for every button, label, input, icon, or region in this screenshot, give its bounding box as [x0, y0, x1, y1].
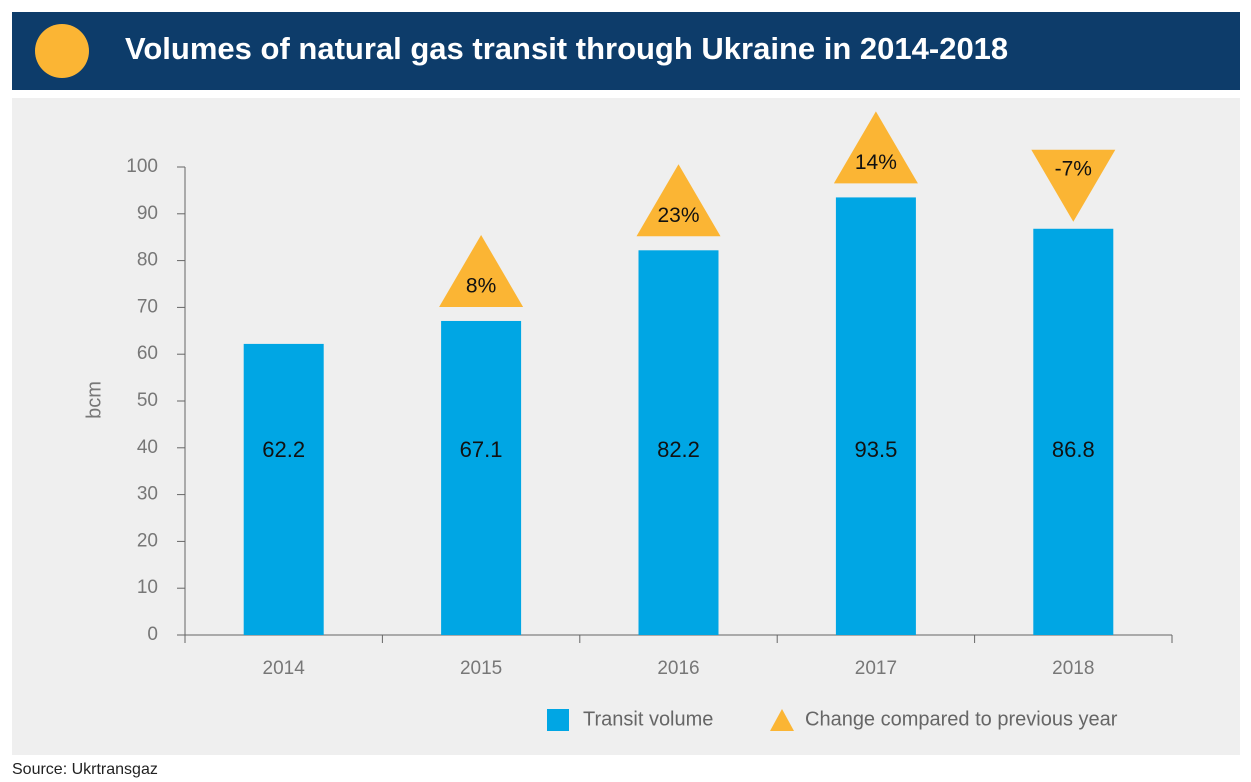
legend-swatch: [547, 709, 569, 731]
bar: [835, 197, 916, 636]
y-tick-label: 80: [137, 250, 158, 271]
bar: [1033, 228, 1114, 635]
legend-swatch: [770, 709, 794, 731]
y-axis-label: bcm: [83, 381, 105, 419]
bar-value-label: 86.8: [1052, 437, 1095, 462]
x-tick-label: 2017: [855, 658, 897, 679]
source: Source: Ukrtransgaz: [12, 761, 158, 778]
change-label: 8%: [466, 275, 496, 298]
change-marker: [1031, 149, 1116, 222]
header-icon: [35, 24, 89, 78]
y-tick-label: 50: [137, 390, 158, 411]
change-marker: [439, 234, 524, 307]
x-tick-label: 2015: [460, 658, 502, 679]
bar-value-label: 82.2: [657, 437, 700, 462]
y-tick-label: 0: [147, 624, 158, 645]
legend-label: Transit volume: [583, 708, 713, 730]
change-label: 14%: [855, 151, 897, 174]
y-tick-label: 70: [137, 296, 158, 317]
bar-value-label: 67.1: [460, 437, 503, 462]
y-tick-label: 40: [137, 437, 158, 458]
bar-value-label: 93.5: [854, 437, 897, 462]
y-tick-label: 60: [137, 343, 158, 364]
x-tick-label: 2018: [1052, 658, 1094, 679]
y-tick-label: 20: [137, 530, 158, 551]
bar: [441, 320, 522, 635]
change-marker: [636, 164, 721, 237]
change-marker: [833, 111, 918, 184]
y-tick-label: 10: [137, 577, 158, 598]
y-tick-label: 30: [137, 484, 158, 505]
x-tick-label: 2016: [657, 658, 699, 679]
y-tick-label: 100: [126, 156, 158, 177]
legend-label: Change compared to previous year: [805, 708, 1118, 730]
chart-title: Volumes of natural gas transit through U…: [125, 31, 1008, 66]
bar: [638, 250, 719, 635]
bar: [243, 343, 324, 635]
change-label: 23%: [657, 204, 699, 227]
bar-value-label: 62.2: [262, 437, 305, 462]
header-band: [12, 12, 1240, 90]
y-tick-label: 90: [137, 203, 158, 224]
change-label: -7%: [1055, 157, 1092, 180]
x-tick-label: 2014: [263, 658, 306, 679]
